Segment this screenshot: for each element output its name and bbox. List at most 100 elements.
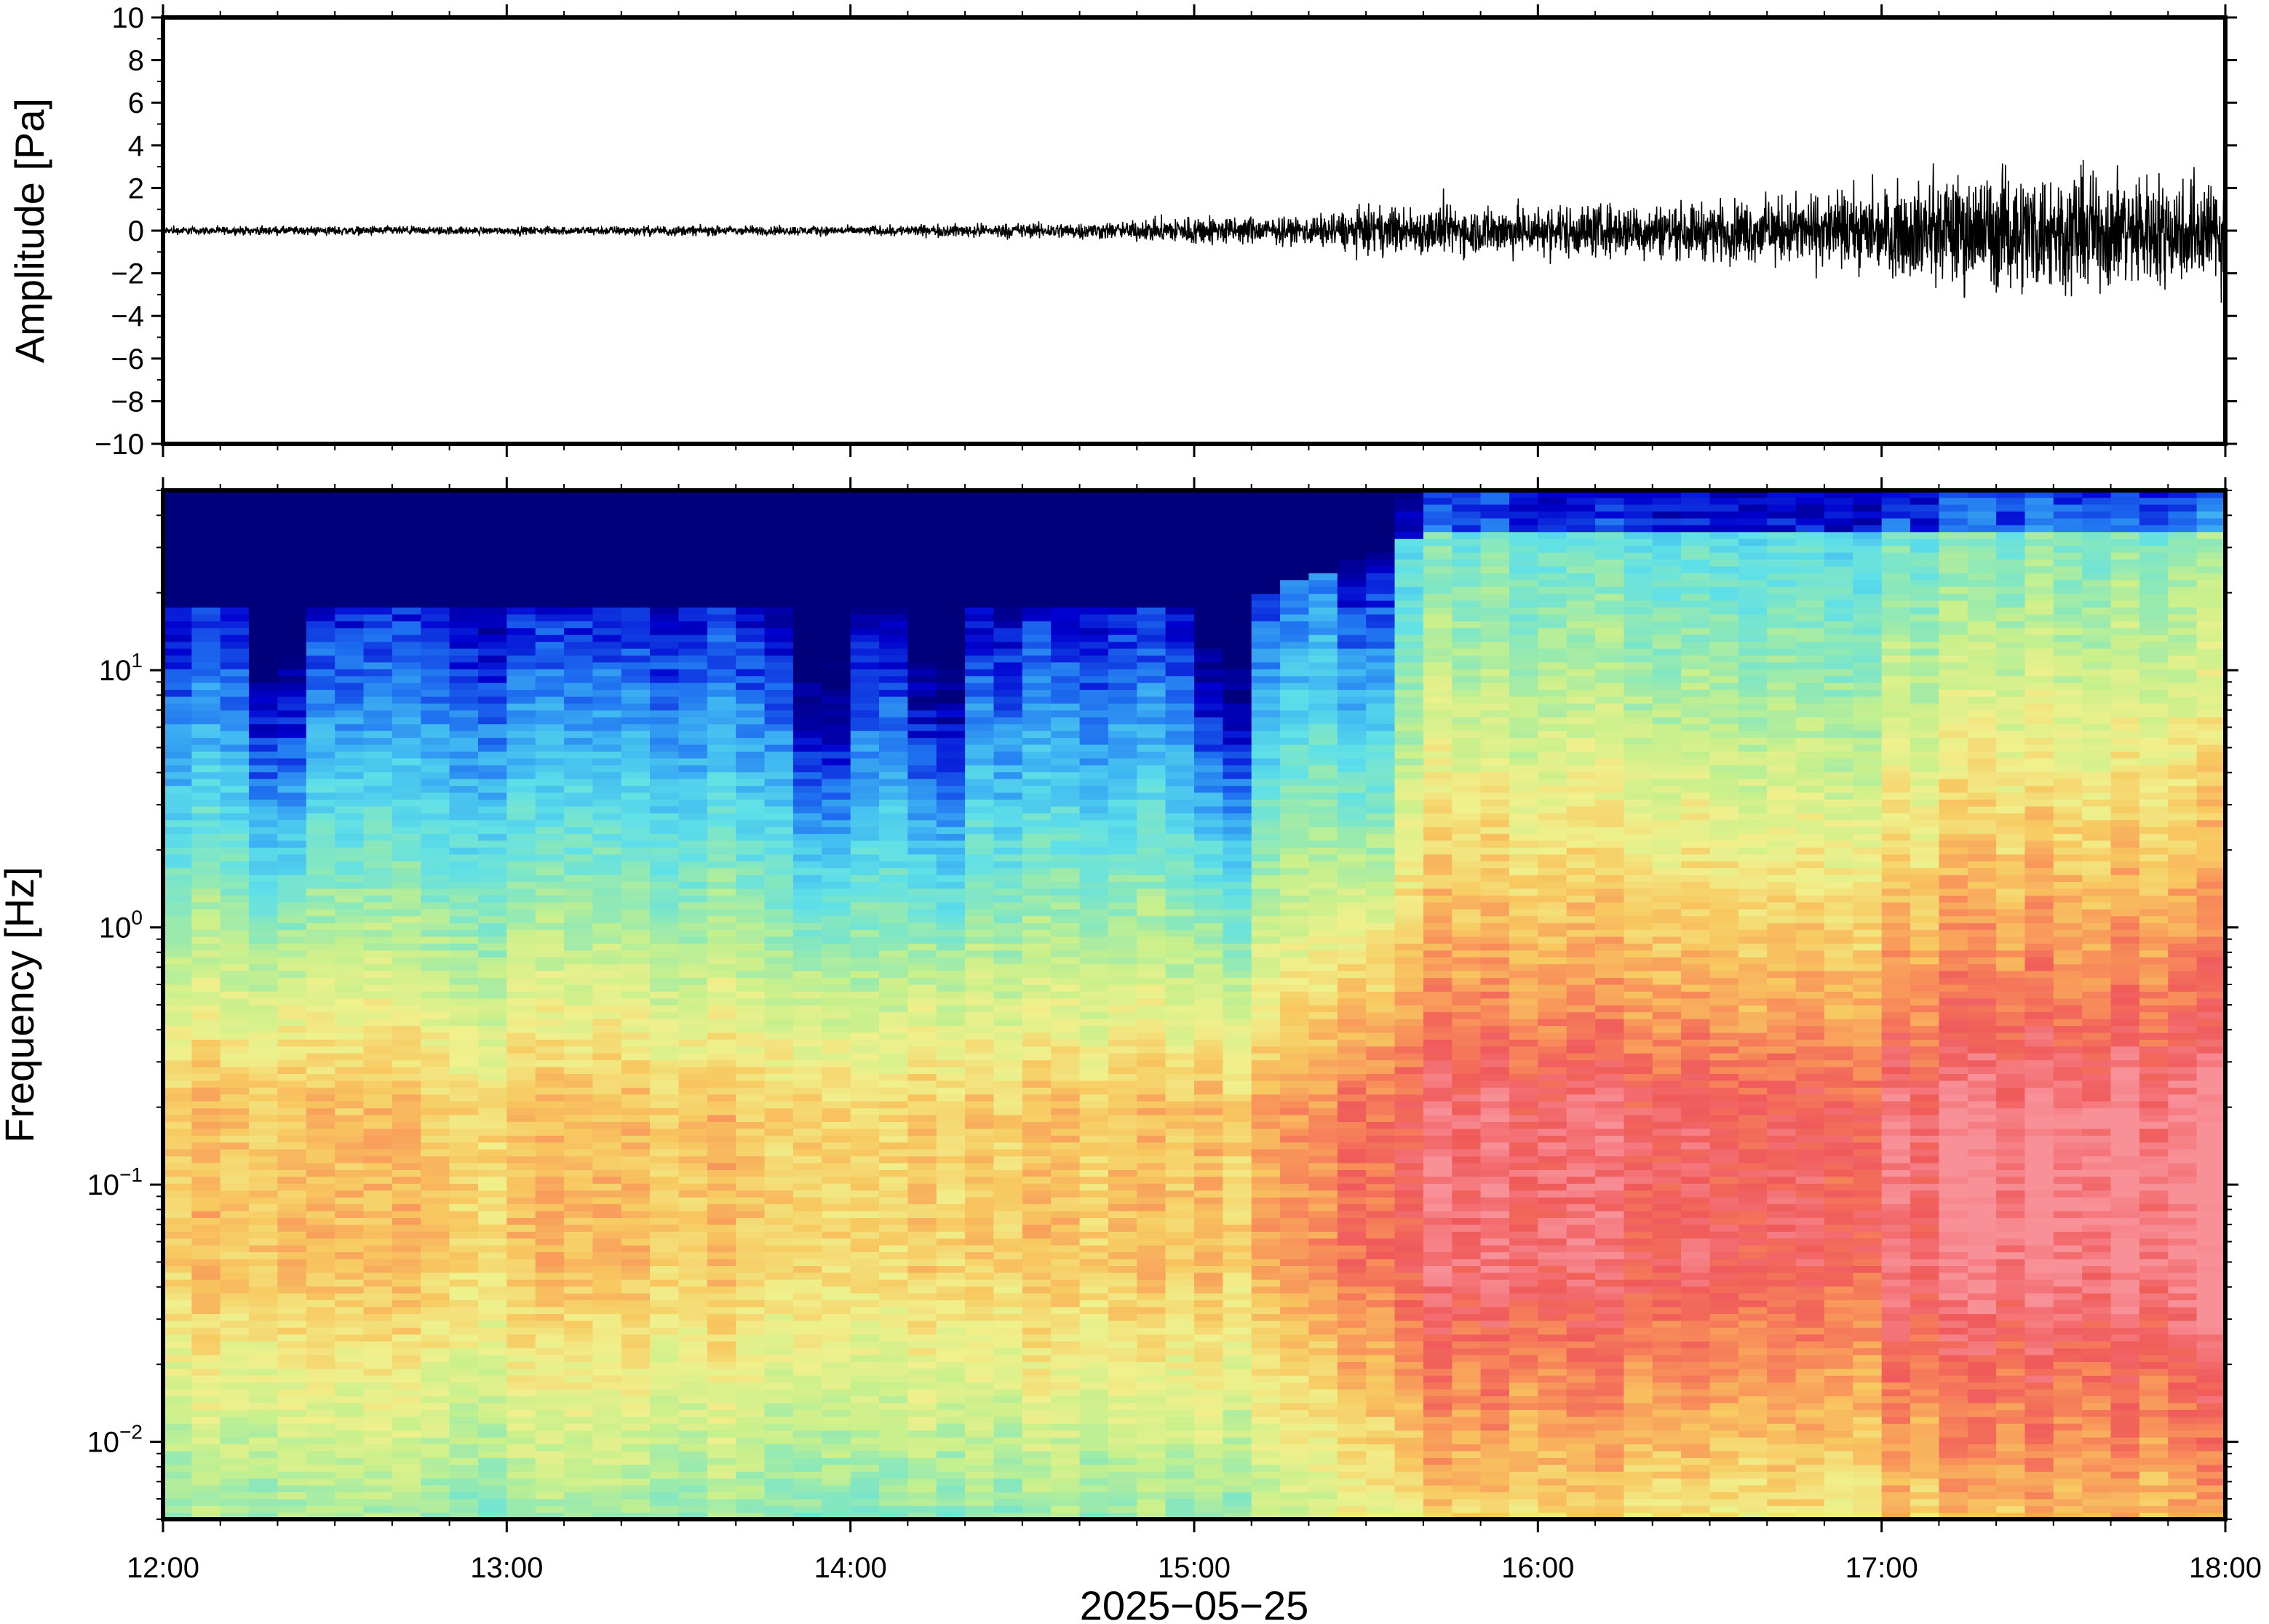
spectrogram-cell	[907, 840, 937, 848]
spectrogram-cell	[936, 1251, 966, 1259]
spectrogram-cell	[850, 757, 880, 765]
spectrogram-cell	[564, 1059, 594, 1067]
spectrogram-cell	[822, 977, 851, 985]
spectrogram-cell	[277, 565, 307, 573]
spectrogram-cell	[707, 991, 737, 999]
spectrogram-cell	[879, 970, 909, 979]
spectrogram-cell	[678, 970, 708, 979]
spectrogram-cell	[792, 593, 823, 601]
spectrogram-cell	[449, 1457, 479, 1465]
spectrogram-cell	[363, 1409, 393, 1417]
spectrogram-cell	[1022, 1402, 1052, 1410]
spectrogram-cell	[421, 901, 450, 909]
spectrogram-cell	[392, 998, 422, 1006]
spectrogram-cell	[678, 901, 708, 909]
spectrogram-cell	[1022, 1149, 1052, 1157]
spectrogram-cell	[879, 1368, 909, 1376]
spectrogram-cell	[1022, 1128, 1052, 1136]
spectrogram-cell	[478, 950, 508, 958]
spectrogram-cell	[277, 675, 307, 683]
spectrogram-cell	[249, 1334, 279, 1342]
spectrogram-cell	[1022, 915, 1052, 923]
spectrogram-cell	[478, 1354, 508, 1362]
spectrogram-cell	[764, 757, 794, 765]
spectrogram-cell	[335, 1306, 365, 1314]
spectrogram-cell	[421, 771, 450, 779]
spectrogram-cell	[535, 538, 565, 546]
spectrogram-cell	[220, 915, 250, 923]
spectrogram-cell	[993, 511, 1023, 519]
spectrogram-cell	[506, 613, 536, 621]
spectrogram-cell	[707, 531, 737, 539]
spectrogram-cell	[421, 805, 450, 813]
spectrogram-cell	[707, 984, 737, 992]
spectrogram-cell	[363, 1203, 393, 1211]
spectrogram-cell	[392, 813, 422, 821]
spectrogram-cell	[592, 1149, 622, 1157]
spectrogram-cell	[191, 1409, 221, 1417]
spectrogram-cell	[678, 1176, 708, 1184]
spectrogram-cell	[1051, 1087, 1081, 1095]
spectrogram-cell	[506, 1224, 536, 1232]
spectrogram-cell	[936, 826, 966, 835]
spectrogram-cell	[564, 950, 594, 958]
spectrogram-cell	[421, 627, 450, 635]
spectrogram-cell	[850, 826, 880, 835]
spectrogram-cell	[506, 813, 536, 821]
spectrogram-cell	[907, 661, 937, 669]
spectrogram-cell	[335, 1046, 365, 1054]
spectrogram-cell	[936, 1279, 966, 1287]
spectrogram-cell	[564, 689, 594, 697]
spectrogram-cell	[993, 1464, 1023, 1472]
spectrogram-cell	[249, 1073, 279, 1081]
spectrogram-cell	[277, 1361, 307, 1369]
spectrogram-cell	[1051, 1436, 1081, 1445]
spectrogram-cell	[421, 1444, 450, 1452]
spectrogram-cell	[249, 1375, 279, 1383]
spectrogram-cell	[850, 1162, 880, 1170]
spectrogram-cell	[993, 833, 1023, 841]
spectrogram-cell	[822, 1183, 851, 1191]
spectrogram-cell	[1051, 833, 1081, 841]
spectrogram-cell	[1051, 867, 1081, 875]
spectrogram-cell	[335, 991, 365, 999]
spectrogram-cell	[163, 881, 193, 889]
spectrogram-cell	[907, 1251, 937, 1259]
spectrogram-cell	[220, 922, 250, 931]
spectrogram-cell	[306, 1203, 335, 1211]
spectrogram-cell	[792, 531, 823, 539]
spectrogram-cell	[621, 1011, 651, 1019]
spectrogram-cell	[736, 1244, 766, 1253]
spectrogram-cell	[707, 717, 737, 725]
spectrogram-cell	[564, 1265, 594, 1273]
spectrogram-cell	[822, 861, 851, 869]
spectrogram-cell	[822, 1203, 851, 1211]
spectrogram-cell	[478, 1340, 508, 1349]
spectrogram-cell	[363, 1430, 393, 1438]
spectrogram-cell	[621, 641, 651, 649]
spectrogram-cell	[1022, 1444, 1052, 1452]
spectrogram-cell	[1022, 1176, 1052, 1184]
spectrogram-cell	[879, 1244, 909, 1253]
spectrogram-cell	[478, 957, 508, 965]
spectrogram-cell	[764, 847, 794, 855]
spectrogram-cell	[736, 1080, 766, 1088]
spectrogram-cell	[850, 1114, 880, 1122]
spectrogram-cell	[850, 1032, 880, 1040]
spectrogram-cell	[965, 525, 995, 533]
spectrogram-cell	[1022, 1368, 1052, 1376]
spectrogram-cell	[421, 1155, 450, 1163]
spectrogram-cell	[277, 771, 307, 779]
spectrogram-cell	[678, 1059, 708, 1067]
spectrogram-cell	[478, 867, 508, 875]
spectrogram-cell	[822, 696, 851, 704]
spectrogram-cell	[592, 1313, 622, 1321]
spectrogram-cell	[621, 1183, 651, 1191]
spectrogram-cell	[191, 661, 221, 669]
spectrogram-cell	[850, 847, 880, 855]
spectrogram-cell	[564, 1382, 594, 1390]
spectrogram-cell	[1022, 1265, 1052, 1273]
spectrogram-cell	[850, 765, 880, 773]
spectrogram-cell	[277, 888, 307, 896]
spectrogram-cell	[363, 497, 393, 505]
